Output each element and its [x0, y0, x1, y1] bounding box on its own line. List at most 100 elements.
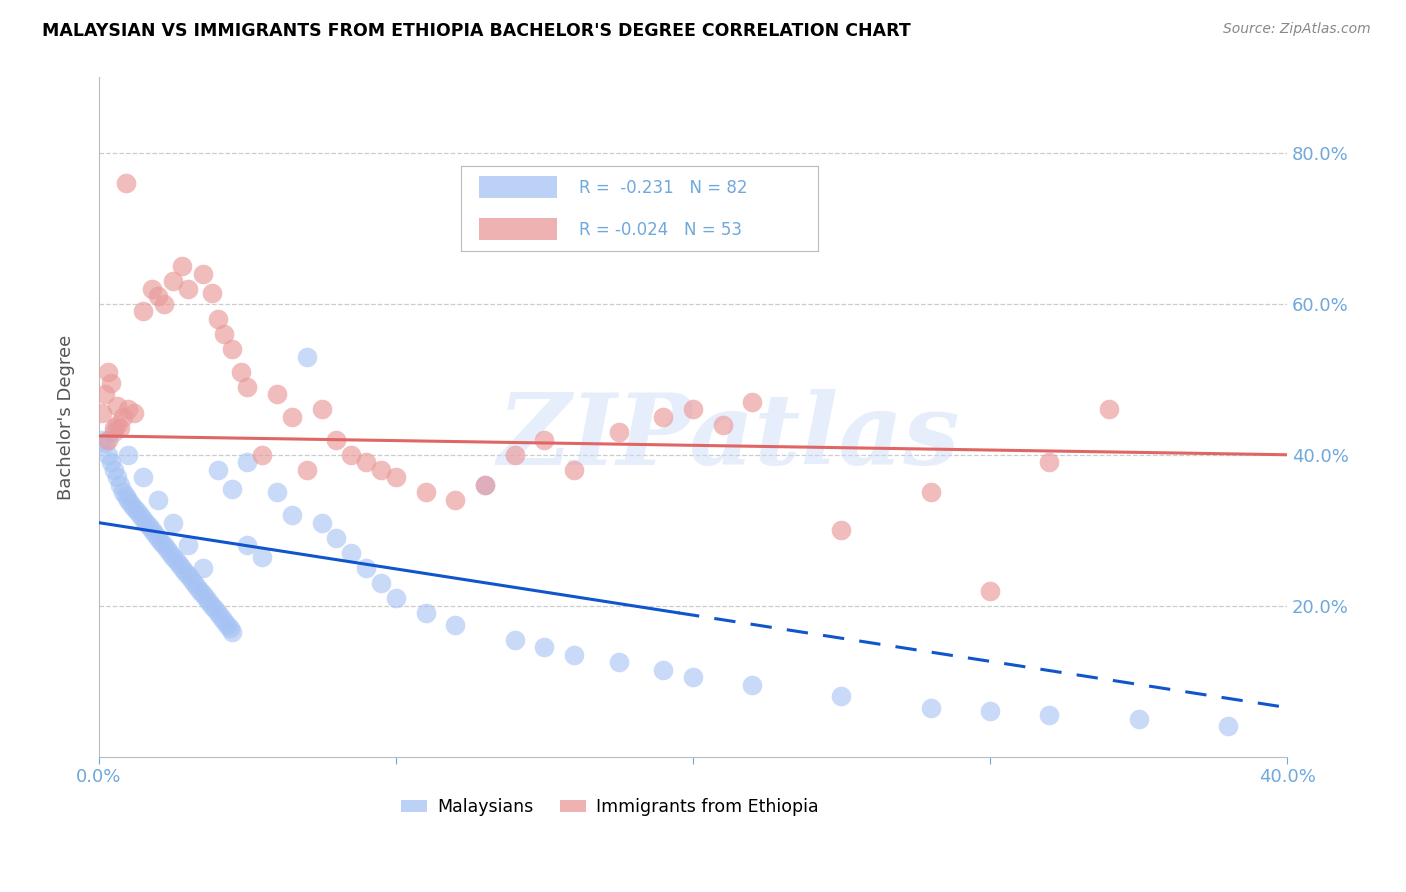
- Point: [165, 553, 187, 567]
- Point: [236, 380, 259, 394]
- Point: [177, 282, 200, 296]
- Point: [250, 448, 273, 462]
- Point: [186, 580, 208, 594]
- Point: [920, 485, 942, 500]
- Point: [266, 485, 288, 500]
- Point: [111, 485, 134, 500]
- Point: [562, 463, 585, 477]
- Point: [370, 576, 392, 591]
- Point: [979, 583, 1001, 598]
- Point: [212, 326, 235, 341]
- Point: [132, 512, 155, 526]
- Point: [979, 704, 1001, 718]
- Point: [150, 534, 173, 549]
- Point: [231, 365, 253, 379]
- Point: [212, 614, 235, 628]
- Point: [266, 387, 288, 401]
- Point: [207, 312, 229, 326]
- Point: [197, 595, 219, 609]
- Legend: Malaysians, Immigrants from Ethiopia: Malaysians, Immigrants from Ethiopia: [394, 790, 825, 822]
- Point: [325, 531, 347, 545]
- Point: [194, 591, 217, 606]
- Point: [105, 470, 128, 484]
- Point: [533, 640, 555, 655]
- Point: [162, 274, 184, 288]
- Point: [117, 493, 139, 508]
- Point: [100, 376, 122, 390]
- Point: [830, 690, 852, 704]
- Point: [162, 549, 184, 564]
- Point: [354, 455, 377, 469]
- Point: [132, 470, 155, 484]
- Point: [325, 433, 347, 447]
- Point: [90, 433, 112, 447]
- Point: [444, 493, 467, 508]
- Point: [108, 421, 131, 435]
- Point: [97, 448, 120, 462]
- Point: [741, 678, 763, 692]
- Point: [143, 527, 166, 541]
- Point: [201, 599, 224, 613]
- Point: [177, 568, 200, 582]
- Point: [415, 485, 437, 500]
- Text: Source: ZipAtlas.com: Source: ZipAtlas.com: [1223, 22, 1371, 37]
- Point: [183, 576, 205, 591]
- Point: [170, 561, 193, 575]
- Point: [250, 549, 273, 564]
- Point: [415, 606, 437, 620]
- Point: [103, 463, 125, 477]
- Point: [354, 561, 377, 575]
- Point: [1128, 712, 1150, 726]
- Point: [1038, 708, 1060, 723]
- Point: [215, 617, 238, 632]
- Point: [97, 433, 120, 447]
- Point: [162, 516, 184, 530]
- Point: [295, 350, 318, 364]
- Point: [90, 406, 112, 420]
- Point: [191, 561, 214, 575]
- Point: [153, 538, 176, 552]
- Point: [93, 436, 115, 450]
- Point: [207, 463, 229, 477]
- Point: [141, 523, 163, 537]
- Point: [188, 583, 211, 598]
- Point: [153, 297, 176, 311]
- Point: [281, 410, 304, 425]
- Point: [105, 417, 128, 432]
- Point: [385, 591, 408, 606]
- Point: [236, 455, 259, 469]
- Point: [117, 402, 139, 417]
- Point: [474, 478, 496, 492]
- Point: [295, 463, 318, 477]
- Point: [93, 387, 115, 401]
- Point: [1098, 402, 1121, 417]
- Point: [444, 617, 467, 632]
- Point: [741, 395, 763, 409]
- Point: [221, 625, 243, 640]
- Point: [127, 504, 149, 518]
- Point: [100, 455, 122, 469]
- Point: [121, 497, 143, 511]
- Point: [114, 489, 136, 503]
- Point: [207, 606, 229, 620]
- Point: [562, 648, 585, 662]
- Point: [652, 663, 675, 677]
- Point: [218, 621, 240, 635]
- Point: [177, 538, 200, 552]
- Point: [174, 565, 197, 579]
- Point: [370, 463, 392, 477]
- Text: MALAYSIAN VS IMMIGRANTS FROM ETHIOPIA BACHELOR'S DEGREE CORRELATION CHART: MALAYSIAN VS IMMIGRANTS FROM ETHIOPIA BA…: [42, 22, 911, 40]
- Point: [682, 402, 704, 417]
- Point: [830, 523, 852, 537]
- Point: [340, 546, 363, 560]
- Point: [124, 406, 146, 420]
- Point: [191, 267, 214, 281]
- Point: [124, 500, 146, 515]
- Point: [340, 448, 363, 462]
- Point: [204, 602, 226, 616]
- Point: [682, 670, 704, 684]
- Point: [159, 546, 181, 560]
- Point: [221, 342, 243, 356]
- Point: [108, 478, 131, 492]
- Text: ZIPatlas: ZIPatlas: [498, 389, 960, 485]
